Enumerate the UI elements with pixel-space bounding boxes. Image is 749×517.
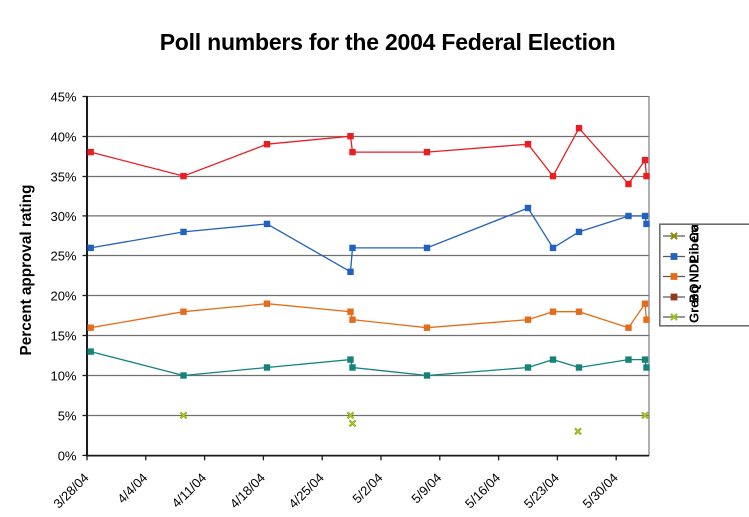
svg-text:0%: 0% xyxy=(58,448,77,463)
svg-text:10%: 10% xyxy=(50,368,76,383)
svg-text:Green: Green xyxy=(687,285,702,323)
svg-text:NDP: NDP xyxy=(687,255,702,283)
svg-text:Conservative: Conservative xyxy=(687,160,702,242)
svg-text:25%: 25% xyxy=(50,248,76,263)
svg-text:15%: 15% xyxy=(50,328,76,343)
svg-text:30%: 30% xyxy=(50,209,76,224)
svg-text:Poll numbers for the 2004 Fede: Poll numbers for the 2004 Federal Electi… xyxy=(160,29,616,55)
svg-text:5%: 5% xyxy=(58,408,77,423)
svg-text:35%: 35% xyxy=(50,169,76,184)
svg-text:Percent approval rating: Percent approval rating xyxy=(18,185,35,356)
svg-text:20%: 20% xyxy=(50,288,76,303)
svg-text:40%: 40% xyxy=(50,129,76,144)
svg-text:BQ: BQ xyxy=(687,284,702,304)
svg-text:45%: 45% xyxy=(50,89,76,104)
svg-text:Liberal: Liberal xyxy=(687,220,702,263)
